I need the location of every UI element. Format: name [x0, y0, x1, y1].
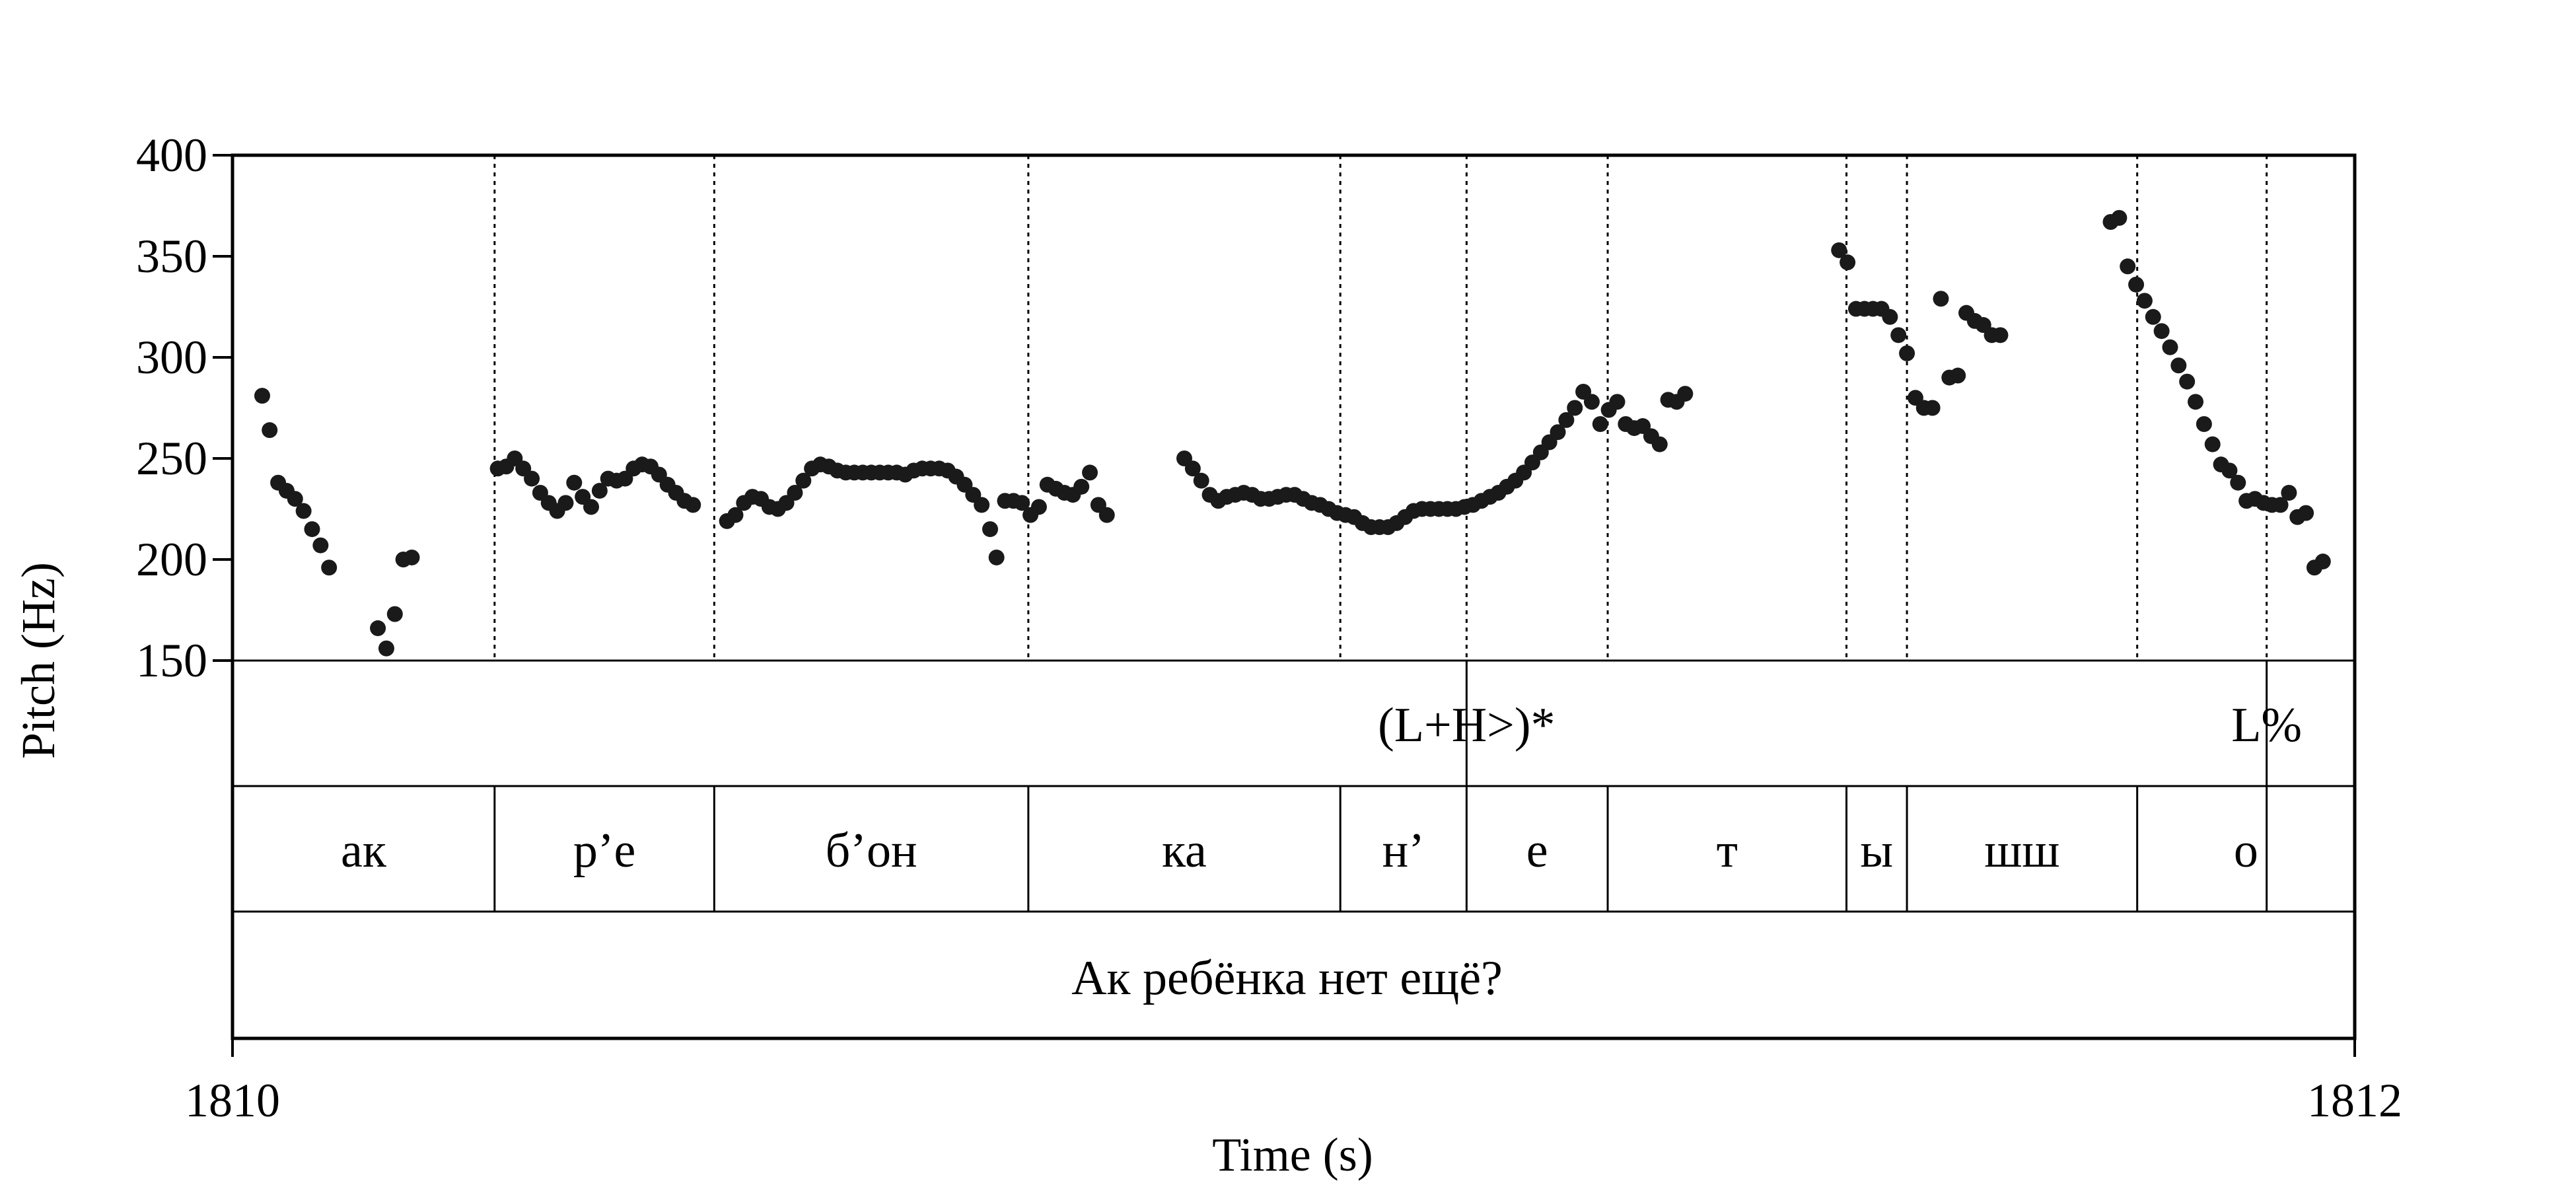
x-tick-label: 1810	[185, 1074, 280, 1127]
pitch-point	[2196, 415, 2212, 432]
pitch-point	[1831, 242, 1847, 258]
pitch-point	[2272, 497, 2289, 513]
pitch-point	[557, 495, 574, 511]
pitch-point	[583, 499, 599, 515]
pitch-point	[2314, 554, 2331, 570]
pitch-point	[2111, 209, 2128, 226]
pitch-point	[685, 497, 701, 513]
annotation-tiers: (L+H>)* L% ак р’е б’он ка н’ е т ы шш о Ак ребёнка н…	[341, 661, 2302, 1005]
pitch-point	[727, 507, 744, 523]
segment-label: т	[1717, 824, 1738, 878]
pitch-point	[982, 521, 999, 538]
pitch-point	[2188, 394, 2204, 410]
tone-label: (L+H>)*	[1378, 698, 1555, 752]
pitch-point	[254, 388, 270, 404]
pitch-point	[988, 549, 1005, 565]
pitch-point	[370, 620, 386, 637]
pitch-point	[2128, 276, 2145, 293]
pitch-point	[795, 472, 812, 489]
pitch-point	[1609, 394, 1626, 410]
pitch-point	[378, 640, 394, 657]
plot-border	[231, 153, 2357, 1040]
y-tick-label: 200	[136, 533, 207, 586]
pitch-point	[1098, 507, 1115, 523]
pitch-point	[304, 521, 320, 538]
pitch-point	[404, 549, 420, 565]
pitch-point	[287, 491, 303, 507]
pitch-point	[591, 482, 608, 499]
segment-label: е	[1526, 824, 1548, 878]
pitch-point	[974, 497, 990, 513]
y-tick-label: 250	[136, 432, 207, 485]
pitch-point	[2170, 357, 2187, 374]
segment-label: ак	[341, 824, 387, 878]
pitch-point	[1583, 394, 1600, 410]
pitch-point	[2221, 462, 2238, 479]
segment-label: ы	[1860, 824, 1893, 878]
y-tick-label: 350	[136, 230, 207, 283]
y-axis-label: Pitch (Hz)	[12, 562, 65, 759]
pitch-point	[386, 606, 403, 622]
pitch-point	[1592, 415, 1608, 432]
pitch-point	[1882, 308, 1898, 325]
tone-label: L%	[2231, 698, 2302, 752]
pitch-point	[1567, 400, 1583, 416]
pitch-point	[1890, 327, 1907, 343]
pitch-point	[1082, 464, 1098, 481]
pitch-point	[2204, 436, 2221, 452]
pitch-point	[2162, 339, 2178, 355]
pitch-point	[1550, 424, 1566, 441]
y-tick-label: 300	[136, 331, 207, 384]
pitch-point	[787, 485, 803, 501]
pitch-point	[1677, 386, 1694, 402]
pitch-point	[1933, 291, 1949, 307]
x-axis-label: Time (s)	[1212, 1128, 1373, 1181]
pitch-point	[1992, 327, 2009, 343]
pitch-point	[1651, 436, 1668, 452]
plot-frame	[231, 153, 2357, 1040]
segment-label: о	[2234, 824, 2258, 878]
segment-label: н’	[1382, 824, 1425, 878]
pitch-point	[321, 559, 338, 576]
x-tick-label: 1812	[2307, 1074, 2402, 1127]
segment-label: ка	[1162, 824, 1207, 878]
pitch-point	[262, 422, 278, 439]
axis-ticks: 150 200 250 300 350 400 1810 1812	[136, 129, 2402, 1127]
segment-label: б’он	[826, 824, 917, 878]
pitch-point	[1558, 412, 1575, 428]
pitch-point	[2281, 485, 2297, 501]
segment-label: р’е	[573, 824, 636, 878]
pitch-point	[1073, 478, 1090, 495]
pitch-point	[2298, 505, 2314, 521]
pitch-point	[2120, 258, 2136, 275]
pitch-points	[254, 209, 2331, 657]
pitch-point	[1924, 400, 1941, 416]
pitch-point	[1840, 254, 1856, 271]
pitch-point	[566, 474, 583, 491]
pitch-point	[2153, 323, 2170, 340]
pitch-point	[1030, 499, 1047, 515]
pitch-point	[1184, 460, 1201, 477]
sentence-label: Ак ребёнка нет ещё?	[1071, 951, 1503, 1005]
y-tick-label: 400	[136, 129, 207, 182]
pitch-point	[1193, 472, 1209, 489]
pitch-point	[2179, 373, 2196, 390]
pitch-point	[312, 537, 329, 554]
pitch-point	[2145, 308, 2161, 325]
pitch-point	[2230, 474, 2246, 491]
segment-label: шш	[1984, 824, 2059, 878]
pitch-point	[2136, 293, 2153, 309]
pitch-point	[524, 470, 540, 487]
y-tick-label: 150	[136, 634, 207, 687]
pitch-point	[1014, 495, 1030, 511]
segment-boundaries	[493, 155, 2268, 661]
pitch-point	[295, 503, 312, 519]
pitch-point	[1899, 345, 1915, 361]
pitch-point	[1950, 367, 1966, 384]
